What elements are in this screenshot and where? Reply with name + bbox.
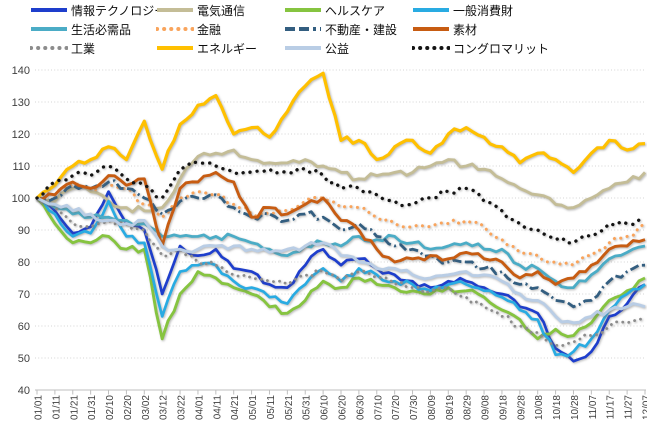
legend-item-information-technology: 情報テクノロジー: [30, 1, 166, 19]
y-tick-label: 90: [18, 225, 30, 237]
legend-item-utilities: 公益: [284, 39, 412, 57]
series-line-energy: [35, 71, 646, 200]
x-tick-label: 09/08: [481, 395, 492, 420]
legend-item-materials: 素材: [412, 20, 572, 38]
x-tick-label: 04/11: [212, 395, 223, 420]
y-tick-label: 80: [18, 257, 30, 269]
legend-label-real-estate-construction: 不動産・建設: [325, 22, 398, 37]
legend-label-conglomerates: コングロマリット: [453, 41, 550, 56]
legend-label-telecom: 電気通信: [197, 3, 246, 18]
legend-item-energy: エネルギー: [156, 39, 284, 57]
legend-item-financials: 金融: [156, 20, 284, 38]
x-tick-label: 04/21: [230, 395, 241, 420]
legend-label-materials: 素材: [453, 22, 478, 37]
legend-item-telecom: 電気通信: [156, 1, 284, 19]
series-line-materials: [36, 170, 646, 286]
legend-label-financials: 金融: [197, 22, 222, 37]
legend-label-information-technology: 情報テクノロジー: [71, 3, 167, 18]
legend-swatch-financials-icon: [156, 27, 194, 31]
series-line-telecom: [36, 148, 647, 214]
y-tick-label: 120: [12, 129, 30, 141]
y-tick-label: 140: [12, 65, 30, 77]
legend-item-industrials: 工業: [30, 39, 156, 57]
x-tick-label: 10/08: [534, 395, 545, 420]
y-tick-label: 60: [18, 321, 30, 333]
legend-item-consumer-discretionary: 一般消費財: [412, 1, 572, 19]
x-tick-label: 12/07: [642, 395, 647, 420]
x-tick-label: 02/10: [105, 395, 116, 420]
legend-label-consumer-discretionary: 一般消費財: [453, 3, 514, 18]
legend-swatch-industrials-icon: [30, 46, 68, 50]
legend-swatch-utilities-icon: [285, 46, 321, 50]
x-tick-label: 08/19: [445, 395, 456, 420]
legend-label-energy: エネルギー: [197, 41, 258, 56]
legend-swatch-conglomerates-icon: [412, 46, 450, 50]
x-tick-label: 02/20: [123, 395, 134, 420]
legend-swatch-information-technology-icon: [31, 8, 67, 12]
legend-item-real-estate-construction: 不動産・建設: [284, 20, 412, 38]
series-line-conglomerates: [35, 160, 647, 245]
x-tick-label: 05/31: [302, 395, 313, 420]
x-tick-label: 07/30: [409, 395, 420, 420]
x-tick-label: 05/01: [248, 395, 259, 420]
x-tick-label: 11/17: [606, 395, 617, 420]
x-tick-label: 03/22: [177, 395, 188, 420]
legend-item-conglomerates: コングロマリット: [412, 39, 572, 57]
legend-label-consumer-staples: 生活必需品: [71, 22, 132, 37]
x-tick-label: 09/28: [516, 395, 527, 420]
legend-swatch-materials-icon: [413, 27, 449, 31]
x-tick-label: 09/18: [498, 395, 509, 420]
x-tick-label: 06/20: [338, 395, 349, 420]
legend-item-consumer-staples: 生活必需品: [30, 20, 156, 38]
x-tick-label: 11/07: [588, 395, 599, 420]
legend-label-utilities: 公益: [325, 41, 350, 56]
series-line-information-technology: [36, 190, 646, 363]
x-tick-label: 06/10: [320, 395, 331, 420]
x-tick-label: 05/21: [284, 395, 295, 420]
legend-swatch-consumer-discretionary-icon: [413, 8, 449, 12]
x-tick-label: 10/18: [552, 395, 563, 420]
legend-label-industrials: 工業: [71, 41, 96, 56]
series-line-real-estate-construction: [36, 179, 646, 309]
legend-swatch-energy-icon: [157, 46, 193, 50]
x-tick-label: 10/28: [570, 395, 581, 420]
x-tick-label: 06/30: [355, 395, 366, 420]
y-tick-label: 50: [18, 353, 30, 365]
y-tick-label: 130: [12, 97, 30, 109]
legend-swatch-real-estate-construction-icon: [285, 27, 321, 31]
x-tick-label: 01/31: [87, 395, 98, 420]
y-tick-label: 40: [18, 385, 30, 397]
legend-label-healthcare: ヘルスケア: [325, 3, 386, 18]
legend-item-healthcare: ヘルスケア: [284, 1, 412, 19]
legend-swatch-healthcare-icon: [285, 8, 321, 12]
series-line-consumer-staples: [36, 196, 646, 290]
x-tick-label: 01/11: [51, 395, 62, 420]
y-tick-label: 70: [18, 289, 30, 301]
x-tick-label: 03/12: [159, 395, 170, 420]
series-line-industrials: [35, 196, 647, 348]
x-tick-label: 05/11: [266, 395, 277, 420]
x-tick-label: 07/20: [391, 395, 402, 420]
legend-swatch-consumer-staples-icon: [31, 27, 67, 31]
x-tick-label: 11/27: [624, 395, 635, 420]
x-tick-label: 01/21: [69, 395, 80, 420]
y-tick-label: 110: [12, 161, 30, 173]
x-tick-label: 08/09: [427, 395, 438, 420]
y-tick-label: 100: [12, 193, 30, 205]
x-tick-label: 04/01: [194, 395, 205, 420]
x-tick-label: 08/29: [463, 395, 474, 420]
x-tick-label: 01/01: [34, 395, 45, 420]
legend-swatch-telecom-icon: [157, 8, 193, 12]
x-tick-label: 07/10: [373, 395, 384, 420]
legend: 情報テクノロジー 電気通信 ヘルスケア 一般消費財生活必需品 金融 不動産・建設 素材工業 エ…: [30, 1, 644, 57]
series-line-utilities: [36, 196, 646, 325]
x-tick-label: 03/02: [141, 395, 152, 420]
